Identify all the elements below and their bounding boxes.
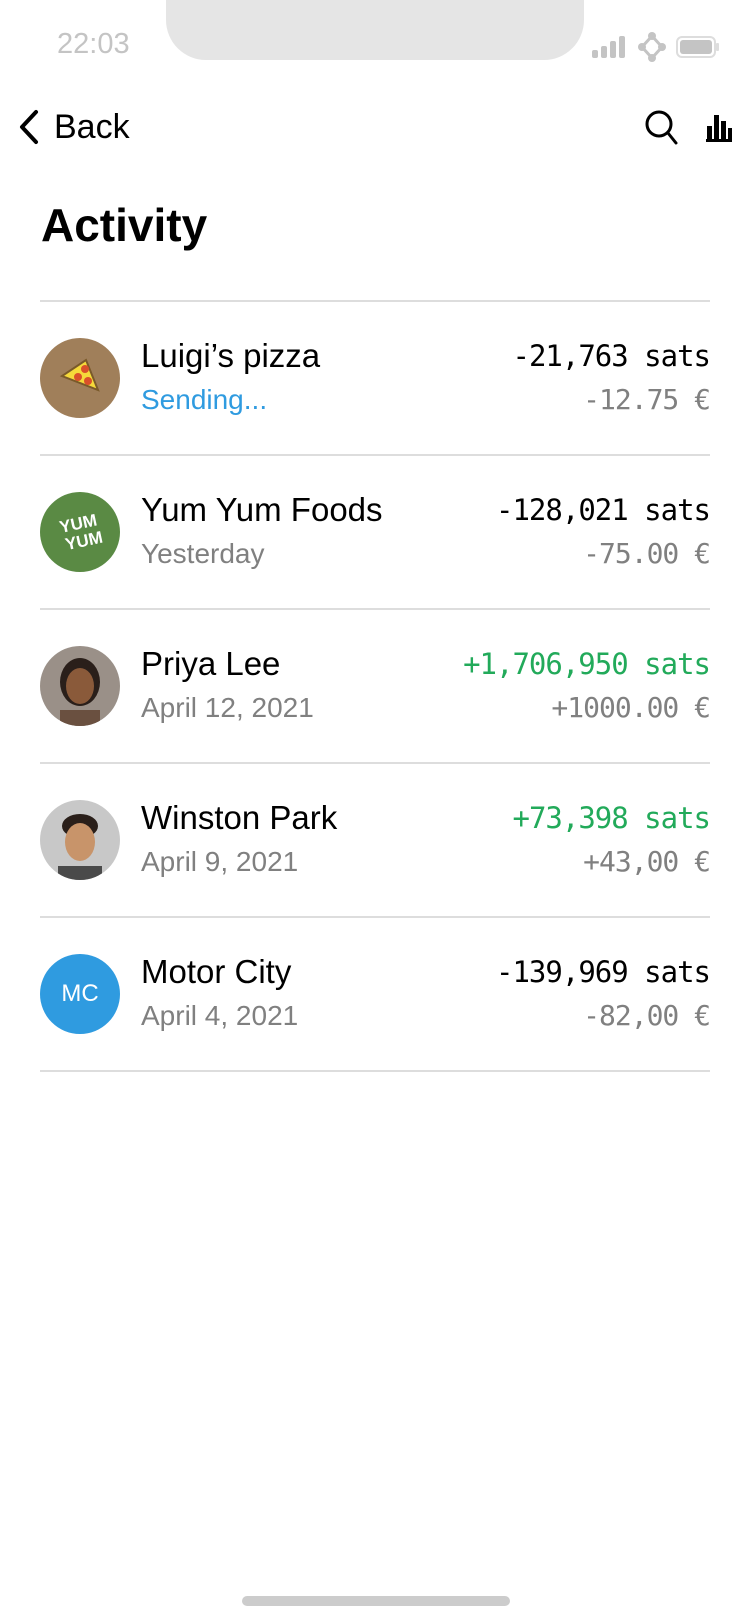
transaction-date: Yesterday — [141, 538, 265, 569]
fiat-amount: +43,00 € — [583, 845, 711, 878]
avatar — [40, 646, 120, 726]
sats-amount: +1,706,950 sats — [463, 647, 711, 681]
fiat-amount: -12.75 € — [583, 383, 711, 416]
transaction-name: Yum Yum Foods — [141, 491, 383, 528]
network-icon — [638, 32, 666, 62]
fiat-amount: +1000.00 € — [551, 691, 711, 724]
chevron-left-icon — [20, 110, 38, 144]
transaction-date: April 12, 2021 — [141, 692, 314, 723]
nav-bar: Back — [18, 104, 732, 150]
sats-amount: -128,021 sats — [496, 493, 711, 527]
transaction-row[interactable]: Winston Park April 9, 2021 +73,398 sats +4… — [40, 764, 711, 918]
battery-icon — [676, 36, 719, 58]
yumyum-avatar: YUM YUM — [40, 492, 120, 572]
signal-icon — [592, 36, 625, 58]
transaction-row[interactable]: YUM YUM Yum Yum Foods Yesterday -128,021 s… — [40, 456, 711, 610]
transaction-row[interactable]: Priya Lee April 12, 2021 +1,706,950 sats +… — [40, 610, 711, 764]
transaction-row[interactable]: Luigi’s pizza Sending... -21,763 sats -12.… — [40, 302, 711, 456]
transaction-date: April 4, 2021 — [141, 1000, 299, 1031]
status-time: 22:03 — [57, 28, 130, 60]
avatar — [40, 800, 120, 880]
search-icon[interactable] — [644, 109, 678, 145]
sats-amount: +73,398 sats — [512, 801, 711, 835]
transaction-name: Luigi’s pizza — [141, 337, 321, 374]
sats-amount: -21,763 sats — [512, 339, 711, 373]
transaction-name: Winston Park — [141, 799, 338, 836]
back-button[interactable]: Back — [18, 108, 130, 147]
transaction-status: Sending... — [141, 384, 268, 415]
pizza-icon — [59, 358, 100, 392]
transaction-name: Motor City — [141, 953, 292, 990]
fiat-amount: -82,00 € — [583, 999, 711, 1032]
transaction-row[interactable]: MC Motor City April 4, 2021 -139,969 sats… — [40, 918, 711, 1072]
sats-amount: -139,969 sats — [496, 955, 711, 989]
transaction-list: Luigi’s pizza Sending... -21,763 sats -12.… — [40, 300, 711, 1072]
bar-chart-icon[interactable] — [706, 112, 732, 142]
status-icons — [592, 32, 720, 62]
person-photo — [58, 814, 102, 880]
person-photo — [60, 658, 100, 726]
initials-avatar: MC — [40, 954, 120, 1034]
pizza-avatar — [40, 338, 120, 418]
notch — [166, 0, 584, 60]
transaction-date: April 9, 2021 — [141, 846, 299, 877]
back-label: Back — [54, 107, 130, 146]
page-title: Activity — [41, 199, 208, 251]
fiat-amount: -75.00 € — [583, 537, 711, 570]
transaction-name: Priya Lee — [141, 645, 281, 682]
home-indicator — [242, 1596, 510, 1606]
